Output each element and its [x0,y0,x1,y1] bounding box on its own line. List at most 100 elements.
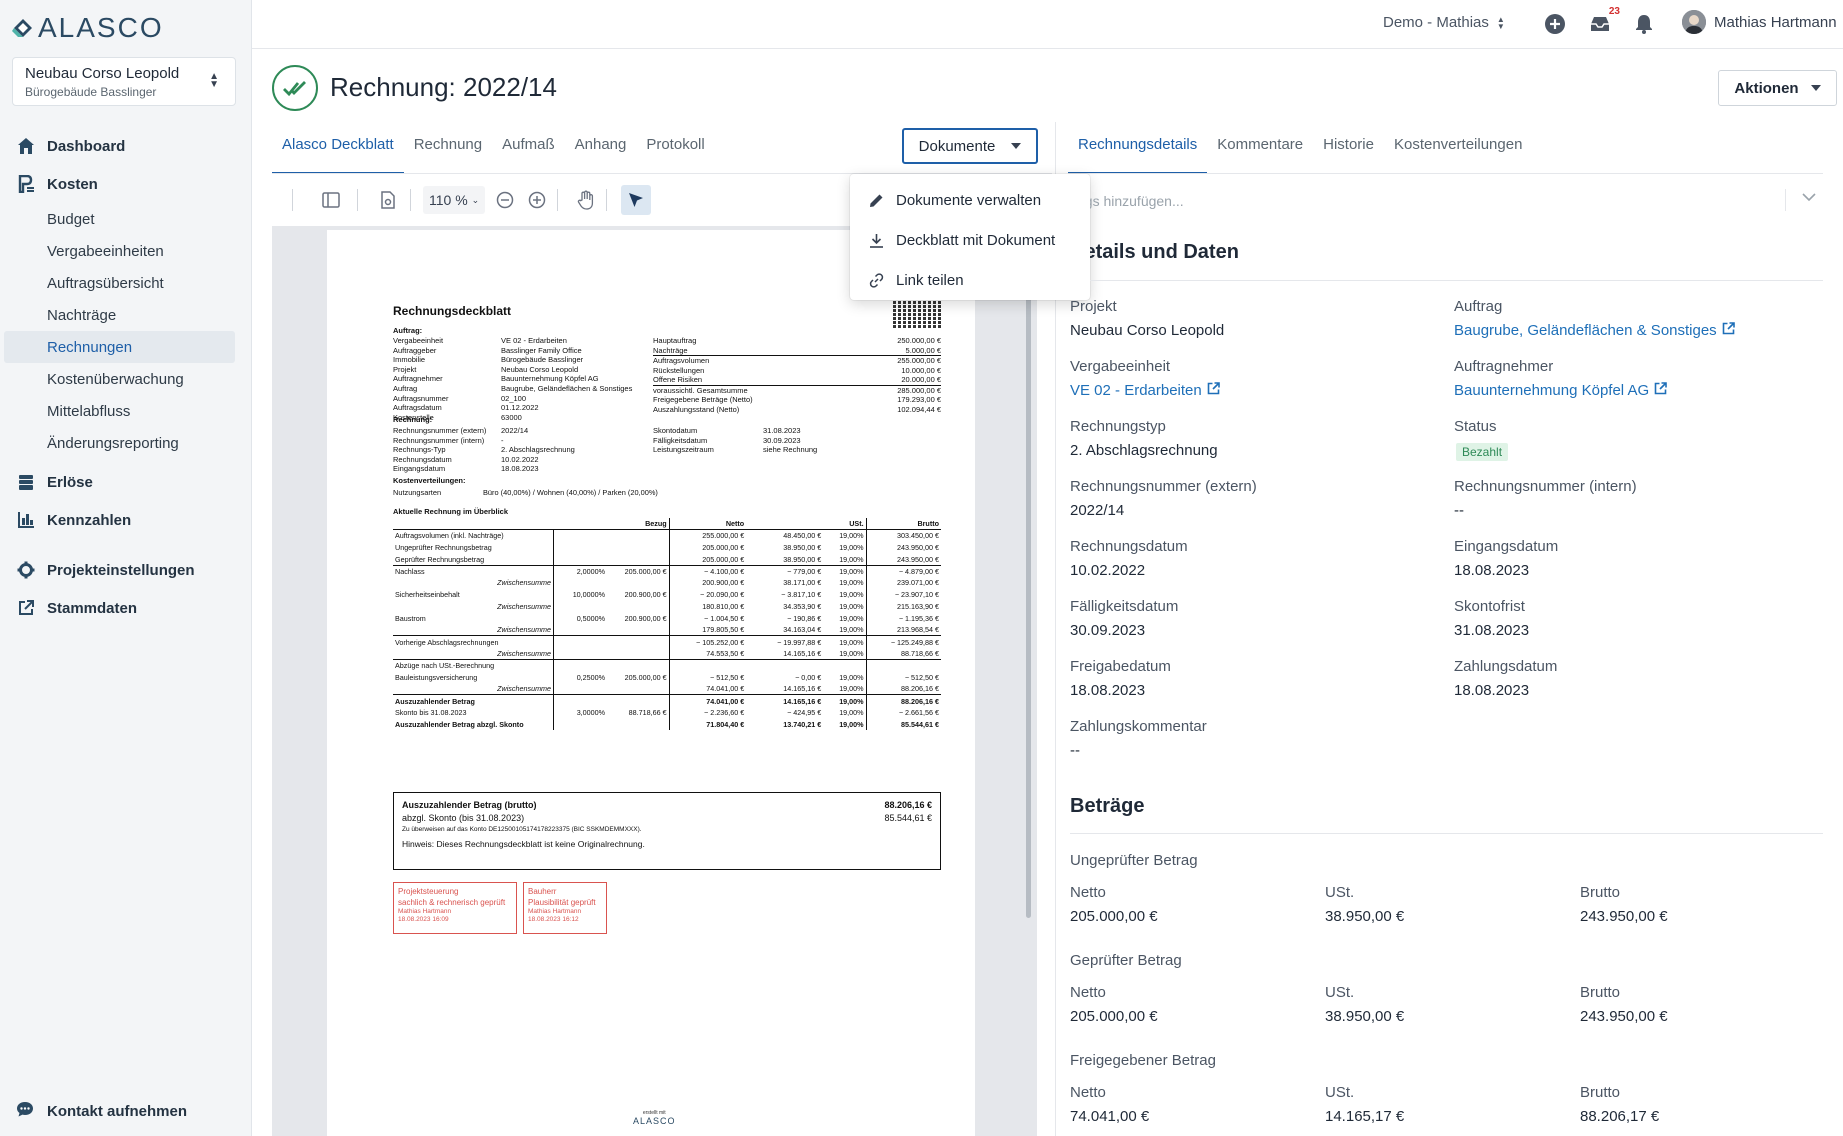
workspace-label: Demo - Mathias [1383,14,1489,31]
tab-anhang[interactable]: Anhang [574,136,627,153]
page-settings-icon[interactable] [374,186,402,214]
doc-table-row: Zwischensumme 179.805,50 € 34.163,04 € 19,0… [393,624,941,636]
menu-item-share-link[interactable]: Link teilen [850,260,1090,300]
doc-kv-row: Rechnungsnummer (intern) - [393,436,641,446]
doc-table-cell: 200.900,00 € [668,576,747,589]
doc-table-cell [823,659,867,672]
pdf-scrollbar[interactable] [1026,238,1031,918]
doc-kv-row: Nachträge 5.000,00 € [653,346,941,357]
sidebar-toggle-icon[interactable] [317,186,345,214]
doc-kv-value: 285.000,00 € [897,385,941,395]
stamp-user: Mathias Hartmann [398,908,452,915]
sidebar-item-projekteinstellungen[interactable]: Projekteinstellungen [0,551,252,589]
doc-table-cell: 34.163,04 € [783,625,822,635]
bell-icon[interactable] [1632,12,1656,36]
doc-kv-row: Eingangsdatum 18.08.2023 [393,464,641,474]
sidebar-item-stammdaten[interactable]: Stammdaten [0,589,252,627]
menu-item-download-cover[interactable]: Deckblatt mit Dokumenten [850,220,1090,260]
external-link-icon [1207,382,1220,399]
doc-kv-key: Immobilie [393,355,426,365]
doc-table-cell: 19,00% [839,554,864,564]
inbox-icon[interactable]: 23 [1588,6,1620,36]
tab-kostenverteilungen[interactable]: Kostenverteilungen [1393,136,1523,153]
doc-table-cell: 2,0000% [553,564,608,577]
sidebar-item-erloese[interactable]: Erlöse [0,463,252,501]
stamp-check: Plausibilität geprüft [528,897,596,907]
doc-table-head-cell [746,518,824,531]
documents-button[interactable]: Dokumente [902,128,1038,164]
sidebar-item-kosten[interactable]: Kosten [0,165,252,203]
doc-table-cell: Nachlass [393,564,554,577]
menu-item-manage-documents[interactable]: Dokumente verwalten [850,180,1090,220]
sidebar-sub-nachtraege[interactable]: Nachträge [47,306,117,324]
doc-table-cell: Skonto bis 31.08.2023 [395,708,467,718]
doc-table-cell: 19,00% [839,708,864,718]
doc-table-cell: 215.163,90 € [865,600,941,613]
doc-table-row: Abzüge nach USt.-Berechnung [393,659,941,672]
amount-value: 205.000,00 € [1070,908,1158,925]
user-menu[interactable]: Mathias Hartmann [1682,10,1837,34]
tab-aufmass[interactable]: Aufmaß [502,136,555,153]
doc-kv-row: Kostenstelle 63000 [393,413,661,423]
tab-historie[interactable]: Historie [1323,136,1374,153]
tab-rechnung[interactable]: Rechnung [413,136,483,153]
sidebar-sub-rechnungen[interactable]: Rechnungen [4,331,235,363]
zoom-out-icon[interactable] [491,186,519,214]
doc-table-cell: − 512,50 € [865,671,941,684]
tab-rechnungsdetails[interactable]: Rechnungsdetails [1068,122,1208,174]
stamp-role: Projektsteuerung [398,887,459,896]
sidebar-item-kennzahlen[interactable]: Kennzahlen [0,501,252,539]
tab-protokoll[interactable]: Protokoll [646,136,705,153]
tab-alasco-deckblatt[interactable]: Alasco Deckblatt [272,122,404,174]
doc-kv-row: Skontodatum 31.08.2023 [653,426,863,436]
pdf-page: Rechnungsdeckblatt Auftrag: Vergabeeinhe… [327,230,975,1136]
doc-table-cell [607,719,669,731]
field-link[interactable]: Baugrube, Geländeflächen & Sonstiges [1454,322,1735,339]
doc-table-cell: 19,00% [839,719,864,729]
doc-table-cell: 19,00% [839,531,864,541]
actions-button[interactable]: Aktionen [1718,70,1837,106]
sidebar-item-label: Kosten [47,175,98,193]
sidebar-sub-budget[interactable]: Budget [47,210,95,228]
sidebar-item-dashboard[interactable]: Dashboard [0,127,252,165]
workspace-switcher[interactable]: Demo - Mathias ▲ ▼ [1383,14,1505,31]
doc-table-cell: 19,00% [823,694,867,707]
contact-link[interactable]: Kontakt aufnehmen [16,1100,187,1122]
field-link[interactable]: VE 02 - Erdarbeiten [1070,382,1220,399]
doc-kv-key: Auftragsdatum [393,403,442,413]
section-divider [1070,833,1823,834]
details-title: Details und Daten [1070,241,1239,263]
zoom-in-icon[interactable] [523,186,551,214]
toolbar-separator [357,189,358,211]
toolbar-separator [410,189,411,211]
sidebar-sub-kostenueberwachung[interactable]: Kostenüberwachung [47,370,184,388]
sidebar-sub-aenderungsreporting[interactable]: Änderungsreporting [47,434,179,452]
doc-kv-value: 63000 [501,412,522,422]
doc-kv-key: Skontodatum [653,426,698,435]
field-link[interactable]: Bauunternehmung Köpfel AG [1454,382,1667,399]
add-icon[interactable] [1543,12,1567,36]
doc-kv-row: Offene Risiken 20.000,00 € [653,375,941,386]
sidebar-sub-mittelabfluss[interactable]: Mittelabfluss [47,402,131,420]
user-name: Mathias Hartmann [1714,13,1837,31]
doc-kv-key: Nachträge [653,345,688,355]
field-label: Projekt [1070,298,1117,315]
doc-table-row: Auftragsvolumen (inkl. Nachträge) 255.000… [393,529,941,542]
project-selector[interactable]: Neubau Corso Leopold Bürogebäude Basslin… [12,57,236,106]
doc-kv-value: Büro (40,00%) / Wohnen (40,00%) / Parken… [483,488,658,497]
amount-label: Netto [1070,1084,1106,1101]
panel-divider [1055,122,1056,1136]
amount-group-title: Freigegebener Betrag [1070,1052,1216,1069]
tab-kommentare[interactable]: Kommentare [1217,136,1304,153]
zoom-select[interactable]: 110 % ⌄ [423,186,486,214]
select-cursor-icon[interactable] [621,185,652,215]
sidebar-sub-auftragsuebersicht[interactable]: Auftragsübersicht [47,274,164,292]
field-label: Fälligkeitsdatum [1070,598,1179,615]
sidebar-sub-vergabeeinheiten[interactable]: Vergabeeinheiten [47,242,164,260]
chevron-down-icon[interactable] [1802,189,1816,206]
alasco-logo[interactable]: ALASCO [12,12,164,43]
tags-input[interactable]: Tags hinzufügen... [1070,186,1805,216]
pan-hand-icon[interactable] [572,186,600,214]
home-icon [16,136,36,156]
pdf-viewer[interactable]: Rechnungsdeckblatt Auftrag: Vergabeeinhe… [272,226,1037,1136]
